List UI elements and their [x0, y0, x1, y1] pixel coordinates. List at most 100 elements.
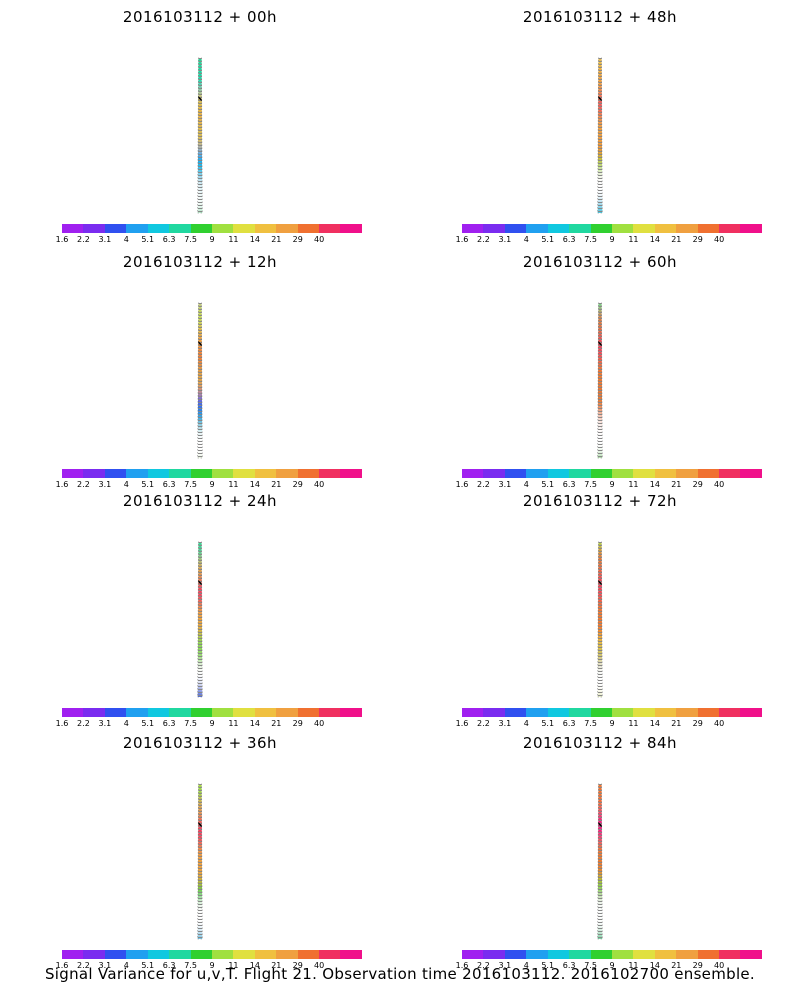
colorbar-swatch — [276, 950, 298, 959]
map-boundary — [197, 783, 203, 940]
colorbar-tick-label: 3.1 — [98, 235, 112, 244]
colorbar-swatch — [254, 224, 277, 233]
colorbar-tick-label: 9 — [609, 235, 615, 244]
colorbar-tick-label: 21 — [271, 961, 282, 970]
colorbar-tick-label: 5.1 — [141, 719, 155, 728]
colorbar-tick-label: 6.3 — [562, 235, 576, 244]
colorbar-tick-label: 3.1 — [498, 235, 512, 244]
longitude-line — [597, 541, 600, 697]
longitude-line — [197, 541, 200, 697]
colorbar-tick-label: 21 — [271, 719, 282, 728]
colorbar-tick-label: 6.3 — [562, 480, 576, 489]
colorbar-tick-label: 14 — [649, 719, 660, 728]
colorbar-swatch — [676, 950, 698, 959]
colorbar-tick-label: 40 — [714, 480, 725, 489]
colorbar-swatch — [611, 708, 634, 717]
colorbar-tick-label: 14 — [249, 719, 260, 728]
colorbar-swatch — [697, 708, 720, 717]
colorbar-labels: 1.6 2.2 3.1 4 5.1 6.3 7.5 9 11 14 21 29 40 — [56, 961, 362, 971]
colorbar-tick-label: 9 — [609, 719, 615, 728]
colorbar-tick-label: 14 — [649, 235, 660, 244]
colorbar-swatch — [62, 950, 84, 959]
colorbar-tick-label: 7.5 — [584, 235, 597, 244]
colorbar-tick-label: 9 — [209, 961, 215, 970]
colorbar-tick-label: 1.6 — [55, 480, 69, 489]
longitude-line — [200, 57, 203, 213]
colorbar — [62, 950, 362, 959]
variance-map — [197, 57, 203, 214]
colorbar-tick-label: 29 — [692, 719, 703, 728]
colorbar-tick-label: 7.5 — [584, 480, 597, 489]
colorbar-swatch — [83, 224, 105, 233]
panel-title: 2016103112 + 60h — [522, 253, 678, 271]
colorbar-swatch — [654, 469, 677, 478]
longitude-line — [197, 302, 200, 458]
colorbar-tick-label: 6.3 — [162, 719, 176, 728]
colorbar — [462, 708, 762, 717]
map-boundary — [197, 541, 203, 698]
coastline — [197, 783, 203, 885]
colorbar-swatch — [254, 469, 277, 478]
colorbar-swatch — [276, 224, 298, 233]
colorbar-tick-label: 3.1 — [498, 719, 512, 728]
colorbar-swatch — [547, 469, 570, 478]
colorbar-swatch — [654, 950, 677, 959]
colorbar-swatch — [504, 469, 527, 478]
variance-map — [197, 302, 203, 459]
colorbar-swatch — [104, 708, 127, 717]
colorbar-swatch — [126, 469, 148, 478]
colorbar-tick-label: 1.6 — [455, 961, 469, 970]
colorbar-tick-label: 29 — [692, 961, 703, 970]
colorbar-tick-label: 29 — [692, 480, 703, 489]
colorbar-swatch — [147, 469, 170, 478]
colorbar-swatch — [211, 950, 234, 959]
coastline — [597, 783, 603, 885]
colorbar-swatch — [147, 950, 170, 959]
longitude-line — [597, 302, 600, 458]
colorbar-tick-label: 4 — [523, 480, 529, 489]
colorbar-swatch — [319, 950, 341, 959]
colorbar-swatch — [590, 224, 612, 233]
colorbar-swatch — [569, 469, 591, 478]
colorbar-tick-label: 2.2 — [477, 719, 490, 728]
colorbar-swatch — [504, 708, 527, 717]
colorbar-swatch — [340, 708, 362, 717]
colorbar-tick-label: 9 — [209, 719, 215, 728]
colorbar-swatch — [569, 708, 591, 717]
map-boundary — [197, 302, 203, 459]
colorbar-swatch — [147, 224, 170, 233]
map-boundary — [597, 783, 603, 940]
colorbar-swatch — [633, 950, 655, 959]
colorbar-swatch — [504, 224, 527, 233]
colorbar-tick-label: 40 — [314, 961, 325, 970]
colorbar-tick-label: 2.2 — [477, 480, 490, 489]
map-panel-72h: 2016103112 + 72h 1.6 2.2 3.1 4 5.1 6.3 7.5 9 11 1… — [400, 484, 800, 729]
colorbar-swatch — [483, 224, 505, 233]
colorbar-swatch — [740, 469, 762, 478]
colorbar-tick-label: 21 — [671, 235, 682, 244]
colorbar-tick-label: 11 — [228, 480, 239, 489]
colorbar-swatch — [462, 224, 484, 233]
colorbar-tick-label: 29 — [292, 961, 303, 970]
colorbar-swatch — [104, 224, 127, 233]
variance-map — [597, 302, 603, 459]
colorbar-tick-label: 14 — [649, 480, 660, 489]
colorbar-tick-label: 2.2 — [77, 719, 90, 728]
colorbar-tick-label: 2.2 — [477, 235, 490, 244]
colorbar-swatch — [633, 708, 655, 717]
longitude-line — [600, 783, 603, 939]
colorbar-swatch — [654, 708, 677, 717]
map-boundary — [597, 302, 603, 459]
colorbar-tick-label: 11 — [628, 480, 639, 489]
colorbar-tick-label: 11 — [628, 719, 639, 728]
colorbar-tick-label: 4 — [123, 961, 129, 970]
colorbar-swatch — [633, 469, 655, 478]
colorbar-swatch — [297, 224, 320, 233]
colorbar-tick-label: 29 — [692, 235, 703, 244]
colorbar — [62, 469, 362, 478]
colorbar-tick-label: 3.1 — [498, 961, 512, 970]
colorbar-swatch — [676, 708, 698, 717]
colorbar-labels: 1.6 2.2 3.1 4 5.1 6.3 7.5 9 11 14 21 29 40 — [56, 719, 362, 729]
coastline — [597, 302, 603, 404]
colorbar-tick-label: 11 — [628, 235, 639, 244]
